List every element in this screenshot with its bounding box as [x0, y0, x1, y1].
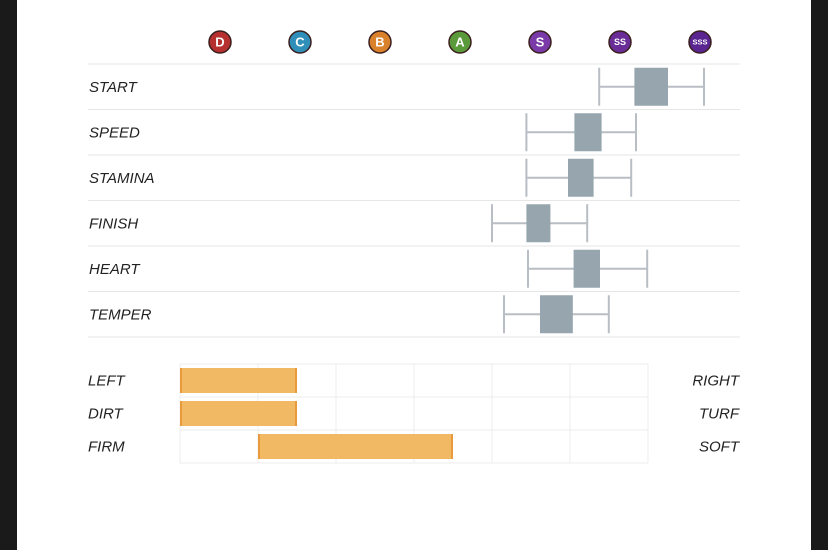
bar [180, 368, 297, 393]
grade-badge-circle [288, 30, 312, 54]
row-label-temper: TEMPER [89, 306, 152, 323]
bar-row-dirt-turf: DIRT TURF [88, 401, 740, 426]
bar-edge-end [295, 401, 297, 426]
grade-badge-circle [608, 30, 632, 54]
bar-label-turf: TURF [699, 406, 740, 423]
grade-badge-b: B [368, 30, 392, 54]
boxplot-row-stamina: STAMINA [89, 158, 633, 197]
grade-badge-label: S [536, 35, 545, 50]
box [573, 249, 600, 288]
bar-label-left: LEFT [88, 373, 127, 390]
grade-badge-label: SSS [692, 38, 707, 47]
box [568, 158, 594, 197]
grade-badge-circle [208, 30, 232, 54]
grade-badge-label: SS [614, 37, 626, 47]
grade-badge-c: C [288, 30, 312, 54]
bar-edge-start [258, 434, 260, 459]
bar-edge-end [451, 434, 453, 459]
grade-badge-a: A [448, 30, 472, 54]
grade-badge-circle [528, 30, 552, 54]
grade-badge-circle [448, 30, 472, 54]
grade-badge-s: S [528, 30, 552, 54]
bar [180, 401, 297, 426]
bar-edge-end [295, 368, 297, 393]
grade-badge-ss: SS [608, 30, 632, 54]
bar-label-dirt: DIRT [88, 406, 125, 423]
row-label-speed: SPEED [89, 124, 140, 141]
box [540, 295, 573, 334]
boxplot-row-temper: TEMPER [89, 295, 610, 334]
bar [258, 434, 453, 459]
box [526, 204, 551, 243]
grade-badge-label: D [215, 35, 224, 50]
boxplot-row-finish: FINISH [89, 204, 589, 243]
box [574, 113, 602, 152]
boxplot-row-start: START [89, 67, 705, 106]
grade-badge-label: A [455, 35, 465, 50]
row-label-stamina: STAMINA [89, 170, 155, 187]
bar-row-left-right: LEFT RIGHT [88, 368, 741, 393]
row-label-heart: HEART [89, 261, 141, 278]
grade-badge-label: B [375, 35, 384, 50]
grade-badge-circle [688, 30, 712, 54]
right-frame-edge [811, 0, 828, 550]
grade-badge-label: C [295, 35, 305, 50]
bar-row-firm-soft: FIRM SOFT [88, 434, 741, 459]
row-label-finish: FINISH [89, 215, 138, 232]
box [634, 67, 668, 106]
bar-edge-start [180, 401, 182, 426]
bar-label-firm: FIRM [88, 439, 125, 456]
grade-badge-d: D [208, 30, 232, 54]
grade-badge-sss: SSS [688, 30, 712, 54]
bar-label-right: RIGHT [692, 373, 741, 390]
bar-label-soft: SOFT [699, 439, 741, 456]
row-label-start: START [89, 79, 139, 96]
boxplot-row-heart: HEART [89, 249, 649, 288]
boxplot-row-speed: SPEED [89, 113, 637, 152]
bar-edge-start [180, 368, 182, 393]
grade-badge-circle [368, 30, 392, 54]
left-frame-edge [0, 0, 17, 550]
